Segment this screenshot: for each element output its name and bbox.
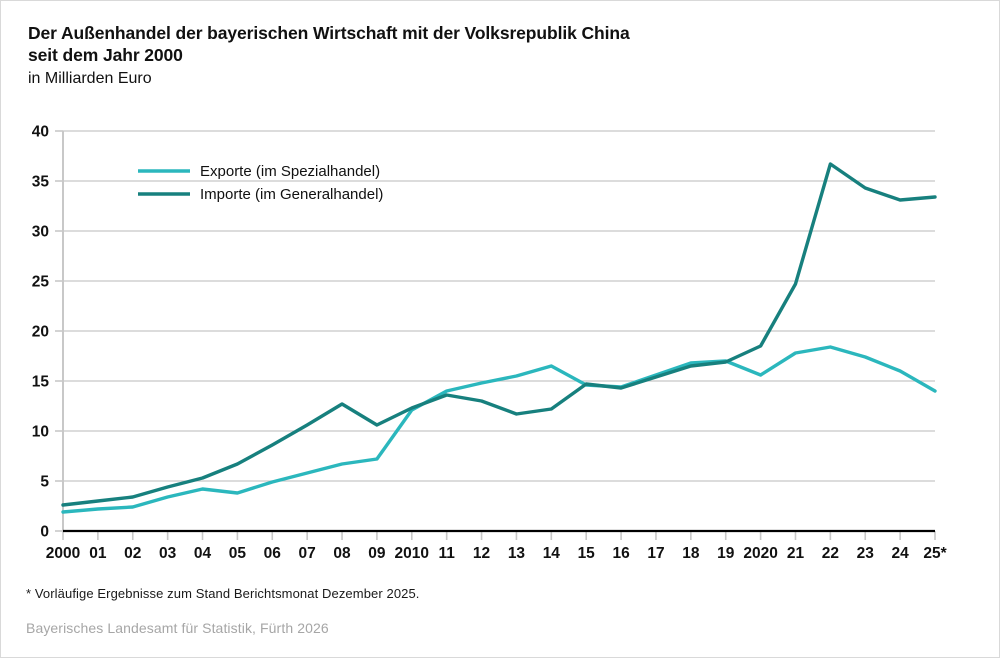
y-axis-ticks — [55, 130, 63, 532]
x-axis-label: 01 — [89, 545, 107, 562]
source-note: Bayerisches Landesamt für Statistik, Für… — [26, 620, 329, 636]
x-axis-label: 16 — [612, 545, 630, 562]
x-axis-label: 25* — [923, 545, 947, 562]
y-axis-label: 0 — [40, 524, 49, 541]
title-block: Der Außenhandel der bayerischen Wirtscha… — [28, 22, 928, 90]
page-title-line-1: Der Außenhandel der bayerischen Wirtscha… — [28, 23, 630, 43]
series-lines — [61, 162, 937, 514]
y-axis-label: 30 — [32, 224, 49, 241]
y-axis-label: 10 — [32, 424, 49, 441]
x-axis-label: 24 — [891, 545, 909, 562]
x-axis-label: 13 — [508, 545, 526, 562]
x-axis-label: 22 — [822, 545, 839, 562]
y-axis-label: 40 — [32, 124, 49, 141]
page-subtitle: in Milliarden Euro — [28, 70, 152, 87]
x-axis-label: 11 — [438, 545, 455, 562]
x-axis-ticks — [62, 531, 936, 540]
y-axis-labels: 0 5 10 15 20 25 30 35 40 — [32, 124, 50, 541]
x-axis-label: 08 — [333, 545, 351, 562]
x-axis-label: 04 — [194, 545, 212, 562]
x-axis-label: 07 — [299, 545, 316, 562]
x-axis-label: 03 — [159, 545, 177, 562]
x-axis-label: 14 — [543, 545, 561, 562]
x-axis-label: 05 — [229, 545, 247, 562]
legend-label-import: Importe (im Generalhandel) — [200, 186, 383, 203]
series-line-import — [61, 162, 937, 507]
x-axis-label: 18 — [682, 545, 700, 562]
x-axis-label: 23 — [857, 545, 875, 562]
y-axis-label: 20 — [32, 324, 49, 341]
y-axis-label: 5 — [40, 474, 49, 491]
y-axis-label: 35 — [32, 174, 50, 191]
x-axis-label: 2020 — [743, 545, 777, 562]
y-axis-label: 25 — [32, 274, 50, 291]
x-axis-label: 21 — [787, 545, 805, 562]
x-axis-label: 02 — [124, 545, 141, 562]
series-line-export — [61, 345, 937, 514]
x-axis-label: 19 — [717, 545, 735, 562]
x-axis-label: 2000 — [46, 545, 80, 562]
chart-legend: Exporte (im Spezialhandel) Importe (im G… — [138, 163, 383, 203]
x-axis-labels: 2000 01 02 03 04 05 06 07 08 09 2010 11 12 13 14 15 16 17… — [46, 545, 948, 562]
x-axis-label: 2010 — [395, 545, 429, 562]
y-axis-label: 15 — [32, 374, 50, 391]
x-axis-label: 17 — [647, 545, 664, 562]
x-axis-label: 09 — [368, 545, 386, 562]
page-title-line-2: seit dem Jahr 2000 — [28, 45, 183, 65]
footnote: * Vorläufige Ergebnisse zum Stand Berich… — [26, 586, 420, 601]
x-axis-label: 15 — [578, 545, 596, 562]
legend-label-export: Exporte (im Spezialhandel) — [200, 163, 380, 180]
gridlines — [63, 130, 935, 482]
x-axis-label: 12 — [473, 545, 490, 562]
x-axis-label: 06 — [264, 545, 282, 562]
